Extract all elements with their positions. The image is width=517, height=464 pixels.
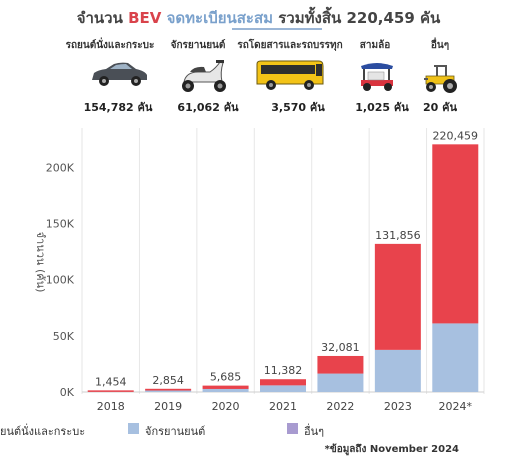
vehicle-count-tuktuk: 1,025 คัน: [355, 101, 409, 114]
bar-segment: [374, 349, 421, 392]
bar-segment: [202, 385, 249, 389]
y-tick-label: 150K: [46, 217, 75, 230]
vehicle-count-car: 154,782 คัน: [83, 101, 153, 114]
bus-icon: [256, 60, 324, 90]
legend-label-motorcycle: จักรยานยนต์: [145, 425, 206, 438]
bar-segment: [432, 323, 479, 392]
vehicle-count-motorcycle: 61,062 คัน: [177, 101, 239, 114]
car-icon: [92, 62, 147, 86]
title-underline: [232, 28, 322, 30]
bar-total-label: 5,685: [210, 371, 242, 384]
bar-total-label: 131,856: [375, 229, 421, 242]
vehicle-label-other: อื่นๆ: [430, 40, 450, 51]
y-tick-label: 50K: [53, 330, 75, 343]
legend-label-other: อื่นๆ: [304, 425, 325, 438]
tractor-icon: [424, 65, 457, 93]
x-tick-label: 2020: [212, 400, 240, 413]
bar-segment: [317, 373, 364, 392]
title-bev: BEV: [128, 9, 162, 27]
legend-swatch-motorcycle: [128, 423, 139, 434]
bar-segment: [145, 388, 192, 391]
vehicle-label-bus: รถโดยสารและรถบรรทุก: [237, 40, 343, 51]
bar-segment: [145, 390, 192, 392]
x-tick-label: 2023: [384, 400, 412, 413]
legend-label-car: ยนต์นั่งและกระบะ: [0, 425, 86, 438]
vehicle-count-bus: 3,570 คัน: [271, 101, 325, 114]
bar-total-label: 1,454: [95, 375, 127, 388]
x-tick-label: 2021: [269, 400, 297, 413]
bar-segment: [260, 385, 306, 392]
bar-total-label: 32,081: [321, 341, 360, 354]
x-tick-label: 2019: [154, 400, 182, 413]
bar-segment: [260, 379, 306, 386]
data-note: *ข้อมูลถึง November 2024: [324, 444, 459, 455]
legend-swatch-other: [287, 423, 298, 434]
x-tick-label: 2022: [326, 400, 354, 413]
scooter-icon: [182, 60, 226, 92]
bar-total-label: 11,382: [264, 364, 303, 377]
x-tick-label: 2024*: [439, 400, 473, 413]
bar-segment: [317, 355, 364, 374]
title-part1: จำนวน: [76, 9, 129, 27]
vehicle-label-motorcycle: จักรยานยนต์: [170, 40, 226, 51]
y-tick-label: 0K: [60, 386, 75, 399]
vehicle-count-other: 20 คัน: [422, 101, 458, 114]
bar-segment: [432, 144, 479, 324]
tuktuk-icon: [361, 63, 393, 91]
vehicle-label-tuktuk: สามล้อ: [359, 40, 391, 51]
bar-segment: [202, 388, 249, 392]
x-tick-label: 2018: [97, 400, 125, 413]
title-accumulated: จดทะเบียนสะสม: [161, 9, 274, 27]
title-total: รวมทั้งสิ้น 220,459 คัน: [273, 9, 441, 27]
chart-title: จำนวน BEV จดทะเบียนสะสม รวมทั้งสิ้น 220,…: [0, 6, 517, 30]
bar-total-label: 220,459: [433, 129, 479, 142]
vehicle-label-car: รถยนต์นั่งและกระบะ: [65, 40, 155, 51]
y-tick-label: 200K: [46, 161, 75, 174]
bar-segment: [374, 243, 421, 350]
bar-chart: จำนวน (คัน) 0K 50K 100K 150K 200K 1,454 2,854…: [34, 128, 485, 413]
y-axis-label: จำนวน (คัน): [34, 232, 47, 293]
bar-total-label: 2,854: [152, 374, 184, 387]
y-tick-label: 100K: [46, 274, 75, 287]
bar-segment: [87, 390, 134, 392]
